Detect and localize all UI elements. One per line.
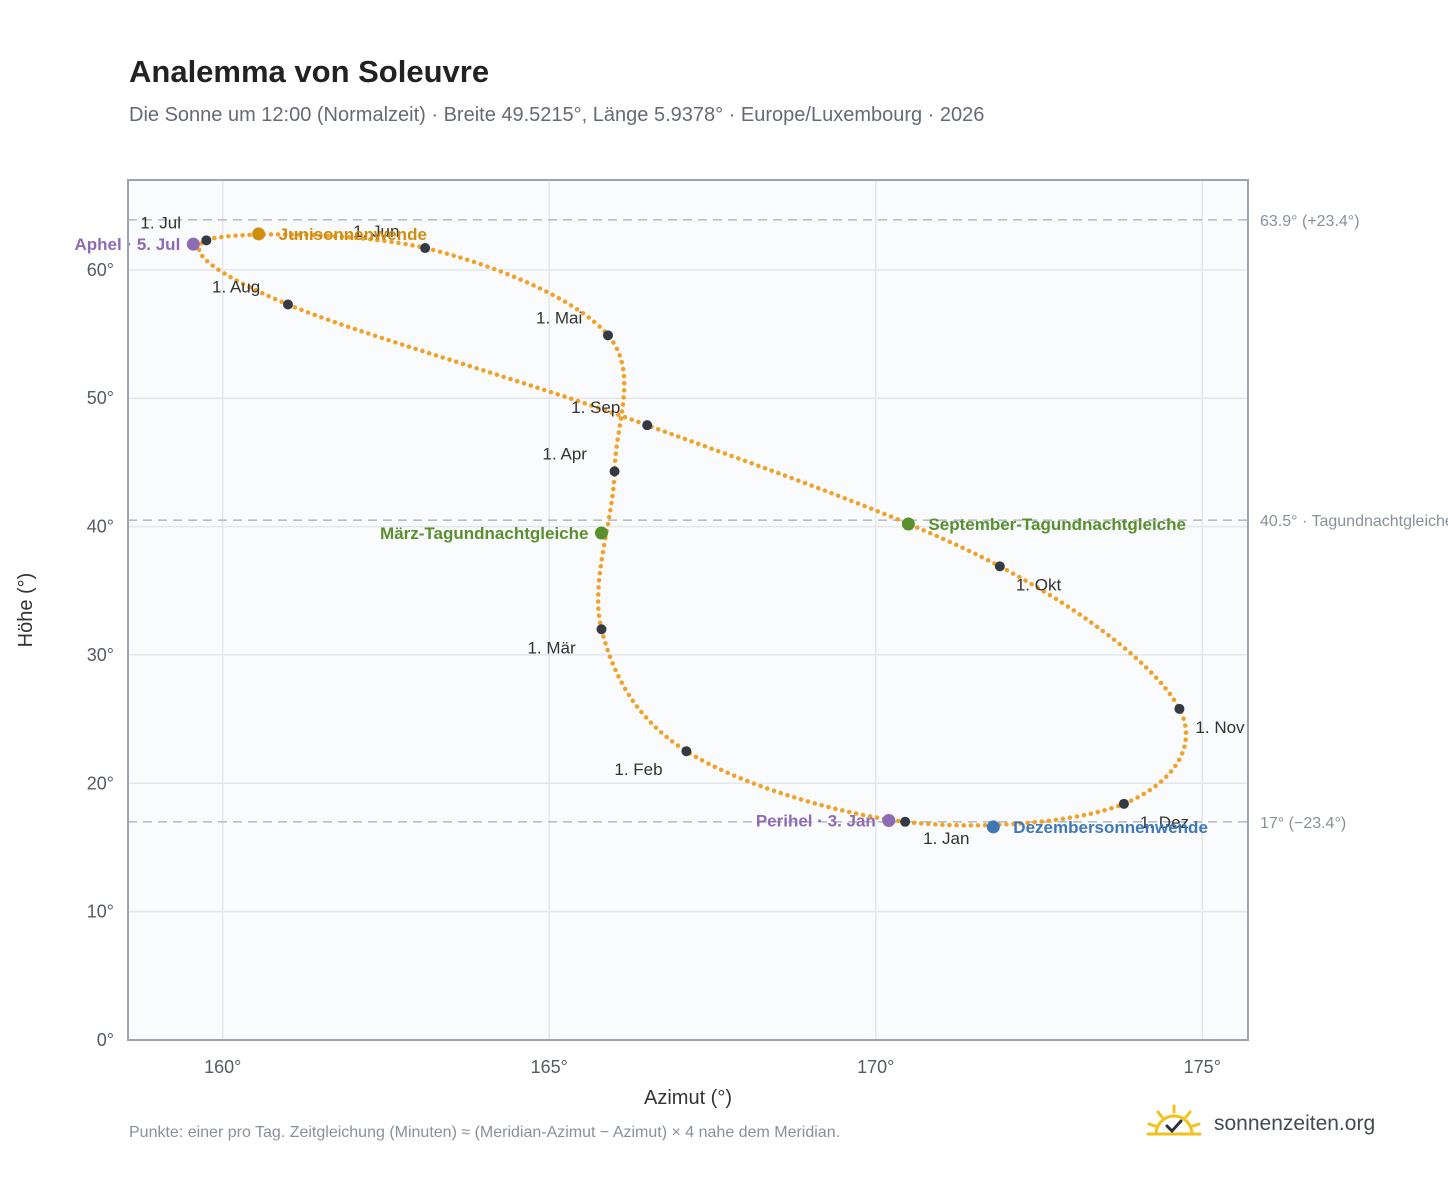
x-tick-label: 165° bbox=[531, 1057, 568, 1077]
month-marker bbox=[681, 746, 692, 757]
month-label: 1. Mär bbox=[527, 638, 576, 657]
month-marker bbox=[994, 561, 1005, 572]
sun-check-icon bbox=[1146, 1104, 1202, 1136]
event-marker bbox=[186, 237, 200, 251]
y-tick-label: 40° bbox=[87, 517, 114, 537]
axis-ticks: 160° 165° 170° 175° 0° 10° 20° 30° 40° 50° 60° bbox=[87, 260, 1221, 1077]
month-marker bbox=[1118, 798, 1129, 809]
page-subtitle: Die Sonne um 12:00 (Normalzeit) · Breite… bbox=[129, 104, 985, 126]
month-label: 1. Mai bbox=[536, 308, 582, 327]
event-marker bbox=[594, 526, 608, 540]
y-tick-label: 10° bbox=[87, 902, 114, 922]
plot-frame bbox=[127, 179, 1249, 1041]
event-markers: Aphel · 5. JulJunisonnenwendeMärz-Tagund… bbox=[75, 225, 1208, 837]
month-label: 1. Jun bbox=[353, 222, 399, 241]
plot-area bbox=[128, 180, 1248, 1040]
month-marker bbox=[420, 243, 431, 254]
y-tick-label: 0° bbox=[97, 1030, 114, 1050]
month-marker bbox=[609, 466, 620, 477]
y-axis-label: Höhe (°) bbox=[15, 573, 37, 648]
event-label: Perihel · 3. Jan bbox=[756, 812, 876, 831]
reference-line-label: 17° (−23.4°) bbox=[1260, 815, 1346, 832]
event-label: Junisonnenwende bbox=[279, 225, 427, 244]
month-marker bbox=[201, 235, 212, 246]
event-marker bbox=[882, 814, 896, 828]
page-title: Analemma von Soleuvre bbox=[129, 54, 490, 89]
month-label: 1. Nov bbox=[1195, 718, 1245, 737]
x-tick-label: 170° bbox=[857, 1057, 894, 1077]
month-markers: 1. Jan 1. Feb 1. Mär 1. Apr 1. Mai 1. Jun 1. J… bbox=[140, 213, 1245, 847]
y-tick-label: 50° bbox=[87, 388, 114, 408]
reference-line-label: 40.5° · Tagundnachtgleiche bbox=[1260, 513, 1448, 530]
month-marker bbox=[283, 299, 293, 310]
x-tick-label: 160° bbox=[204, 1057, 241, 1077]
month-marker bbox=[1174, 703, 1185, 714]
y-tick-label: 30° bbox=[87, 645, 114, 665]
month-label: 1. Dez bbox=[1140, 813, 1189, 832]
event-label: März-Tagundnachtgleiche bbox=[380, 524, 588, 543]
month-label: 1. Sep bbox=[571, 398, 620, 417]
x-axis-label: Azimut (°) bbox=[644, 1087, 732, 1109]
x-tick-label: 175° bbox=[1184, 1057, 1221, 1077]
y-tick-label: 20° bbox=[87, 773, 114, 793]
reference-lines: 63.9° (+23.4°) 40.5° · Tagundnachtgleiche… bbox=[128, 213, 1448, 832]
reference-line-label: 63.9° (+23.4°) bbox=[1260, 213, 1360, 230]
month-label: 1. Apr bbox=[543, 444, 588, 463]
brand-name: sonnenzeiten.org bbox=[1214, 1112, 1376, 1135]
brand-logo: sonnenzeiten.org bbox=[1146, 1104, 1375, 1144]
month-marker bbox=[642, 420, 653, 431]
event-marker bbox=[901, 517, 915, 531]
footer-note: Punkte: einer pro Tag. Zeitgleichung (Mi… bbox=[129, 1124, 841, 1141]
event-marker bbox=[252, 227, 266, 241]
month-label: 1. Jan bbox=[923, 829, 969, 848]
month-label: 1. Okt bbox=[1016, 575, 1062, 594]
month-marker bbox=[603, 330, 613, 341]
month-marker bbox=[596, 624, 607, 635]
month-label: 1. Jul bbox=[140, 213, 181, 232]
event-marker bbox=[986, 820, 1000, 834]
month-label: 1. Feb bbox=[614, 760, 662, 779]
y-tick-label: 60° bbox=[87, 260, 114, 280]
month-marker bbox=[900, 816, 911, 827]
month-label: 1. Aug bbox=[212, 278, 260, 297]
event-label: September-Tagundnachtgleiche bbox=[928, 515, 1186, 534]
event-label: Dezembersonnenwende bbox=[1013, 818, 1208, 837]
